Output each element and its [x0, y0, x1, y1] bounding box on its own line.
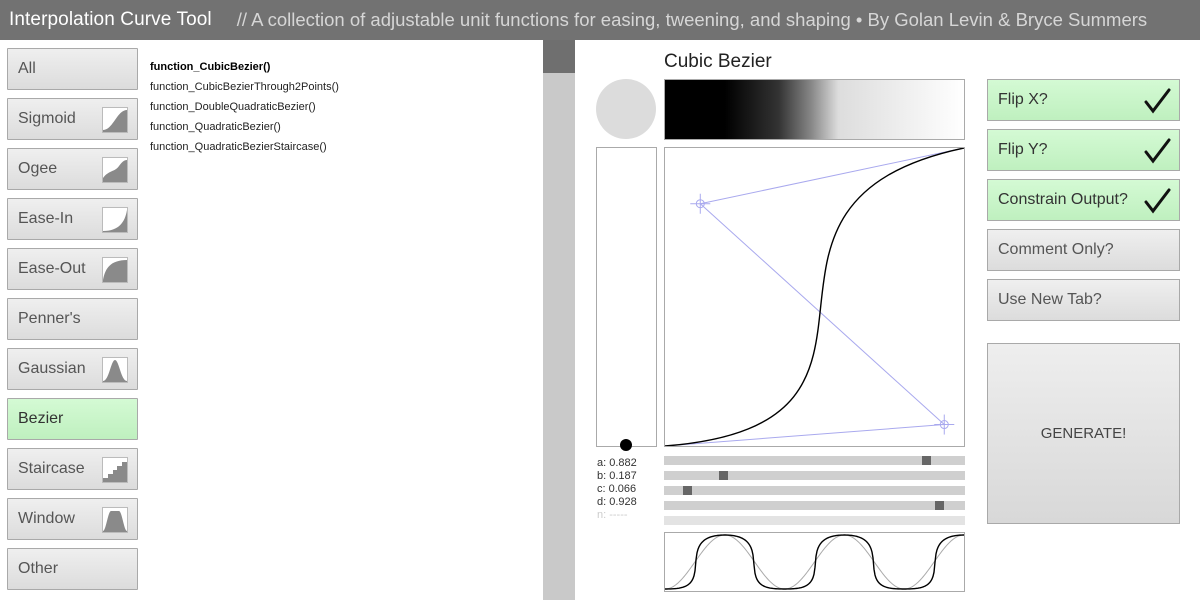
motion-preview-dot: [620, 439, 632, 451]
slider-thumb[interactable]: [921, 456, 931, 465]
header-bar: Interpolation Curve Tool // A collection…: [0, 0, 1200, 40]
function-list: function_CubicBezier() function_CubicBez…: [150, 58, 530, 158]
param-c-slider[interactable]: [664, 486, 965, 495]
slider-thumb[interactable]: [718, 471, 728, 480]
control-point-1[interactable]: [690, 193, 711, 214]
generate-button[interactable]: GENERATE!: [987, 343, 1180, 524]
option-label: Flip X?: [998, 91, 1048, 108]
category-button-ease-in[interactable]: Ease-In: [7, 198, 138, 240]
ease-out-icon: [102, 257, 128, 283]
flip-x-toggle[interactable]: Flip X?: [987, 79, 1180, 121]
control-line-2: [699, 203, 945, 425]
param-n-slider[interactable]: [664, 516, 965, 525]
check-icon: [1144, 188, 1171, 214]
category-button-ogee[interactable]: Ogee: [7, 148, 138, 190]
param-c-label: c: 0.066: [597, 483, 637, 495]
control-point-2[interactable]: [934, 414, 955, 435]
gradient-preview: [664, 79, 965, 140]
category-label: Bezier: [18, 410, 64, 427]
param-a-label: a: 0.882: [597, 457, 637, 469]
preview-circle: [596, 79, 656, 139]
reference-sine-wave: [665, 534, 964, 590]
function-title: Cubic Bezier: [664, 51, 772, 72]
function-item-double-quadratic-bezier[interactable]: function_DoubleQuadraticBezier(): [150, 101, 316, 113]
category-button-sigmoid[interactable]: Sigmoid: [7, 98, 138, 140]
app-subtitle: // A collection of adjustable unit funct…: [236, 9, 1148, 30]
function-item-quadratic-bezier[interactable]: function_QuadraticBezier(): [150, 121, 281, 133]
category-button-all[interactable]: All: [7, 48, 138, 90]
category-button-window[interactable]: Window: [7, 498, 138, 540]
option-label: Comment Only?: [998, 241, 1114, 258]
option-label: Flip Y?: [998, 141, 1048, 158]
category-button-other[interactable]: Other: [7, 548, 138, 590]
category-label: Penner's: [18, 310, 81, 327]
category-label: Ease-Out: [18, 260, 86, 277]
param-a-slider[interactable]: [664, 456, 965, 465]
gaussian-icon: [102, 357, 128, 383]
category-label: Staircase: [18, 460, 85, 477]
staircase-icon: [102, 457, 128, 483]
category-label: Gaussian: [18, 360, 86, 377]
option-label: Use New Tab?: [998, 291, 1102, 308]
category-label: Sigmoid: [18, 110, 76, 127]
function-item-cubic-bezier-through-2-points[interactable]: function_CubicBezierThrough2Points(): [150, 81, 339, 93]
category-button-penners[interactable]: Penner's: [7, 298, 138, 340]
param-d-slider[interactable]: [664, 501, 965, 510]
constrain-output-toggle[interactable]: Constrain Output?: [987, 179, 1180, 221]
function-item-cubic-bezier[interactable]: function_CubicBezier(): [150, 61, 271, 73]
category-label: Other: [18, 560, 59, 577]
category-label: All: [18, 60, 36, 77]
flip-y-toggle[interactable]: Flip Y?: [987, 129, 1180, 171]
function-item-quadratic-bezier-staircase[interactable]: function_QuadraticBezierStaircase(): [150, 141, 327, 153]
control-line-1: [700, 148, 964, 205]
category-label: Ease-In: [18, 210, 74, 227]
slider-thumb[interactable]: [683, 486, 693, 495]
app-title: Interpolation Curve Tool: [9, 9, 212, 30]
curve-plot[interactable]: [664, 147, 965, 447]
category-button-staircase[interactable]: Staircase: [7, 448, 138, 490]
ogee-icon: [102, 157, 128, 183]
param-n-label: n: -----: [597, 509, 628, 521]
sigmoid-icon: [102, 107, 128, 133]
category-label: Ogee: [18, 160, 58, 177]
param-d-label: d: 0.928: [597, 496, 637, 508]
param-b-slider[interactable]: [664, 471, 965, 480]
scrollbar-track[interactable]: [543, 40, 575, 600]
category-button-bezier[interactable]: Bezier: [7, 398, 138, 440]
check-icon: [1144, 138, 1171, 164]
ease-in-icon: [102, 207, 128, 233]
category-button-ease-out[interactable]: Ease-Out: [7, 248, 138, 290]
category-button-gaussian[interactable]: Gaussian: [7, 348, 138, 390]
use-new-tab-toggle[interactable]: Use New Tab?: [987, 279, 1180, 321]
bezier-curve: [665, 148, 964, 446]
waveform-preview: [664, 532, 965, 592]
check-icon: [1144, 88, 1171, 114]
motion-preview-track: [596, 147, 657, 447]
comment-only-toggle[interactable]: Comment Only?: [987, 229, 1180, 271]
control-line-3: [665, 424, 945, 446]
shaped-wave: [665, 534, 964, 590]
scrollbar-thumb[interactable]: [543, 40, 575, 73]
param-b-label: b: 0.187: [597, 470, 637, 482]
window-icon: [102, 507, 128, 533]
category-label: Window: [18, 510, 75, 527]
option-label: Constrain Output?: [998, 191, 1128, 208]
slider-thumb[interactable]: [934, 501, 944, 510]
